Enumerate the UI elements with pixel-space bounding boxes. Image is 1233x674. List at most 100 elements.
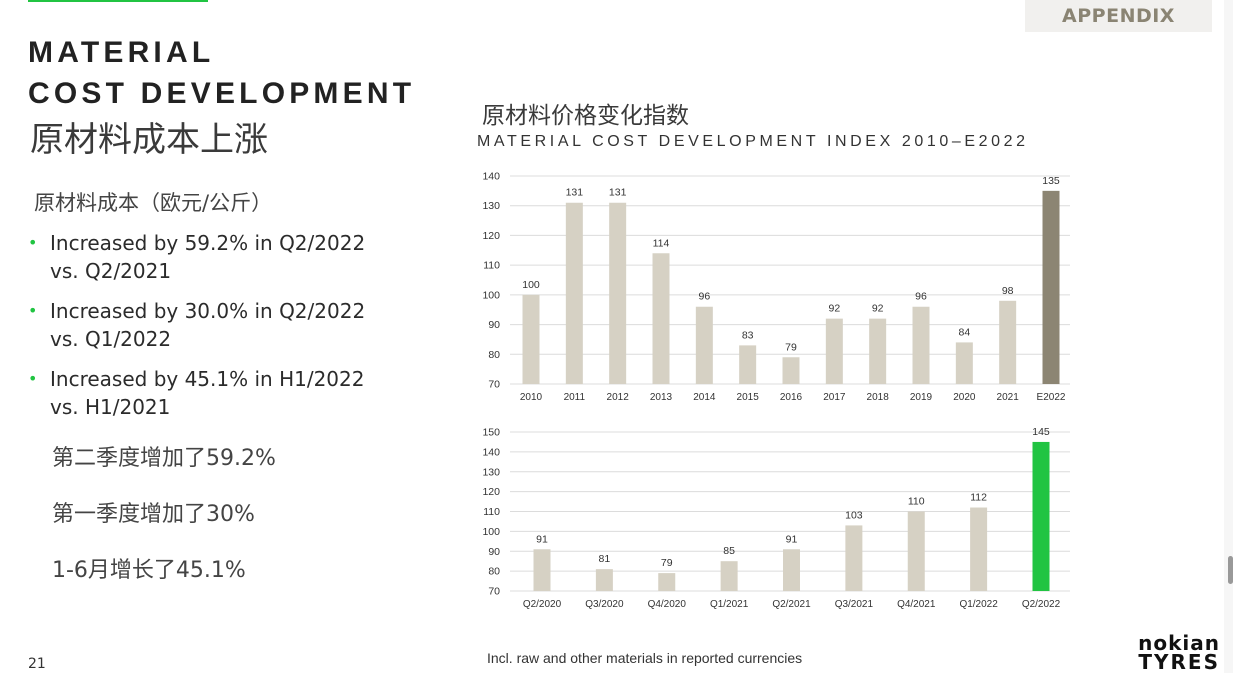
bar (695, 306, 713, 384)
appendix-tab: APPENDIX (1025, 0, 1212, 32)
x-tick-label: 2012 (607, 392, 630, 403)
bar-value-label: 96 (915, 291, 927, 303)
x-tick-label: E2022 (1037, 392, 1066, 403)
y-tick-label: 150 (482, 427, 500, 439)
x-tick-label: 2018 (867, 392, 890, 403)
bullet-dot-icon: • (28, 369, 38, 388)
bar (783, 549, 800, 591)
x-tick-label: 2016 (780, 392, 803, 403)
y-tick-label: 80 (488, 349, 500, 361)
y-tick-label: 130 (482, 466, 500, 478)
bar-value-label: 92 (828, 303, 840, 315)
title-line-1: MATERIAL (28, 36, 215, 69)
chinese-note: 第二季度增加了59.2% (52, 446, 276, 471)
logo-line-1: nokian (1138, 631, 1220, 655)
bar (739, 345, 757, 384)
x-tick-label: Q3/2020 (585, 599, 624, 610)
y-tick-label: 130 (482, 200, 500, 212)
bar (825, 318, 843, 384)
bar-value-label: 81 (599, 553, 611, 565)
y-tick-label: 110 (483, 506, 500, 518)
bar (869, 318, 887, 384)
bullet-line: vs. Q1/2022 (50, 327, 172, 351)
bar-value-label: 91 (536, 533, 548, 545)
bar-value-label: 84 (958, 326, 970, 338)
bullet-line: Increased by 59.2% in Q2/2022 (50, 231, 366, 255)
bar-value-label: 145 (1032, 426, 1050, 438)
y-tick-label: 120 (482, 230, 500, 242)
y-tick-label: 90 (488, 546, 500, 558)
bar-value-label: 92 (872, 303, 884, 315)
bullet-item: • Increased by 59.2% in Q2/2022 vs. Q2/2… (28, 229, 408, 285)
footnote: Incl. raw and other materials in reporte… (487, 650, 803, 666)
y-tick-label: 90 (488, 319, 500, 331)
bar (565, 202, 583, 384)
chart-title: MATERIAL COST DEVELOPMENT INDEX 2010–E20… (477, 133, 1029, 150)
annual-index-chart: 70 80 90 100 110 120 130 140 100 2010 131 2011 131 20… (482, 171, 1070, 403)
bar (912, 306, 930, 384)
bar (609, 202, 627, 384)
bar-value-label: 131 (566, 187, 584, 199)
bar-value-label: 85 (723, 545, 735, 557)
x-tick-label: Q1/2021 (710, 599, 749, 610)
x-tick-label: 2020 (953, 392, 976, 403)
bar-value-label: 110 (908, 496, 925, 508)
x-tick-label: 2019 (910, 392, 933, 403)
y-tick-label: 120 (482, 486, 500, 498)
bar-value-label: 100 (522, 279, 540, 291)
chart-title-chinese: 原材料价格变化指数 (482, 103, 689, 129)
x-tick-label: Q1/2022 (959, 599, 998, 610)
nokian-tyres-logo: nokian TYRES (1100, 631, 1220, 674)
bullet-line: Increased by 30.0% in Q2/2022 (50, 299, 366, 323)
page-title: MATERIAL COST DEVELOPMENT (28, 32, 415, 114)
x-tick-label: 2014 (693, 392, 716, 403)
x-tick-label: Q2/2022 (1022, 599, 1061, 610)
x-tick-label: 2013 (650, 392, 673, 403)
bar-value-label: 79 (661, 557, 673, 569)
chinese-note: 1-6月增长了45.1% (52, 558, 246, 583)
bar (782, 357, 800, 384)
bar-value-label: 98 (1002, 285, 1014, 297)
bar (1032, 441, 1050, 591)
bar-value-label: 79 (785, 341, 797, 353)
page-title-chinese: 原材料成本上涨 (30, 120, 268, 160)
y-tick-label: 140 (482, 446, 500, 458)
x-tick-label: 2021 (997, 392, 1020, 403)
x-tick-label: 2010 (520, 392, 543, 403)
bar (652, 253, 670, 384)
y-tick-label: 140 (482, 171, 500, 183)
bar (1042, 190, 1060, 384)
bar-value-label: 131 (609, 187, 627, 199)
bullet-item: • Increased by 45.1% in H1/2022 vs. H1/2… (28, 365, 408, 421)
bar-value-label: 91 (786, 533, 798, 545)
x-tick-label: Q4/2021 (897, 599, 936, 610)
x-tick-label: Q2/2020 (523, 599, 562, 610)
bar-value-label: 96 (698, 291, 710, 303)
bar (595, 569, 613, 591)
bar-value-label: 112 (970, 492, 987, 504)
page-number: 21 (28, 656, 46, 672)
y-tick-label: 70 (488, 379, 500, 391)
bullet-line: vs. H1/2021 (50, 395, 171, 419)
logo-line-2: TYRES (1138, 650, 1220, 674)
bullet-list: • Increased by 59.2% in Q2/2022 vs. Q2/2… (28, 229, 408, 433)
bar (720, 561, 738, 591)
y-tick-label: 100 (482, 289, 500, 301)
y-tick-label: 100 (482, 526, 500, 538)
bar (907, 511, 925, 591)
bar (522, 294, 540, 384)
bullet-dot-icon: • (28, 301, 38, 320)
x-tick-label: 2011 (564, 392, 586, 403)
scroll-handle[interactable] (1228, 556, 1233, 584)
title-line-2: COST DEVELOPMENT (28, 77, 416, 110)
bullet-dot-icon: • (28, 233, 38, 252)
y-tick-label: 110 (483, 260, 500, 272)
y-tick-label: 80 (488, 566, 500, 578)
bar-value-label: 83 (742, 329, 754, 341)
y-tick-label: 70 (488, 586, 500, 598)
bullet-line: vs. Q2/2021 (50, 259, 172, 283)
x-tick-label: 2015 (737, 392, 760, 403)
bar (970, 507, 988, 591)
bar-value-label: 103 (845, 509, 863, 521)
bar (845, 525, 863, 591)
